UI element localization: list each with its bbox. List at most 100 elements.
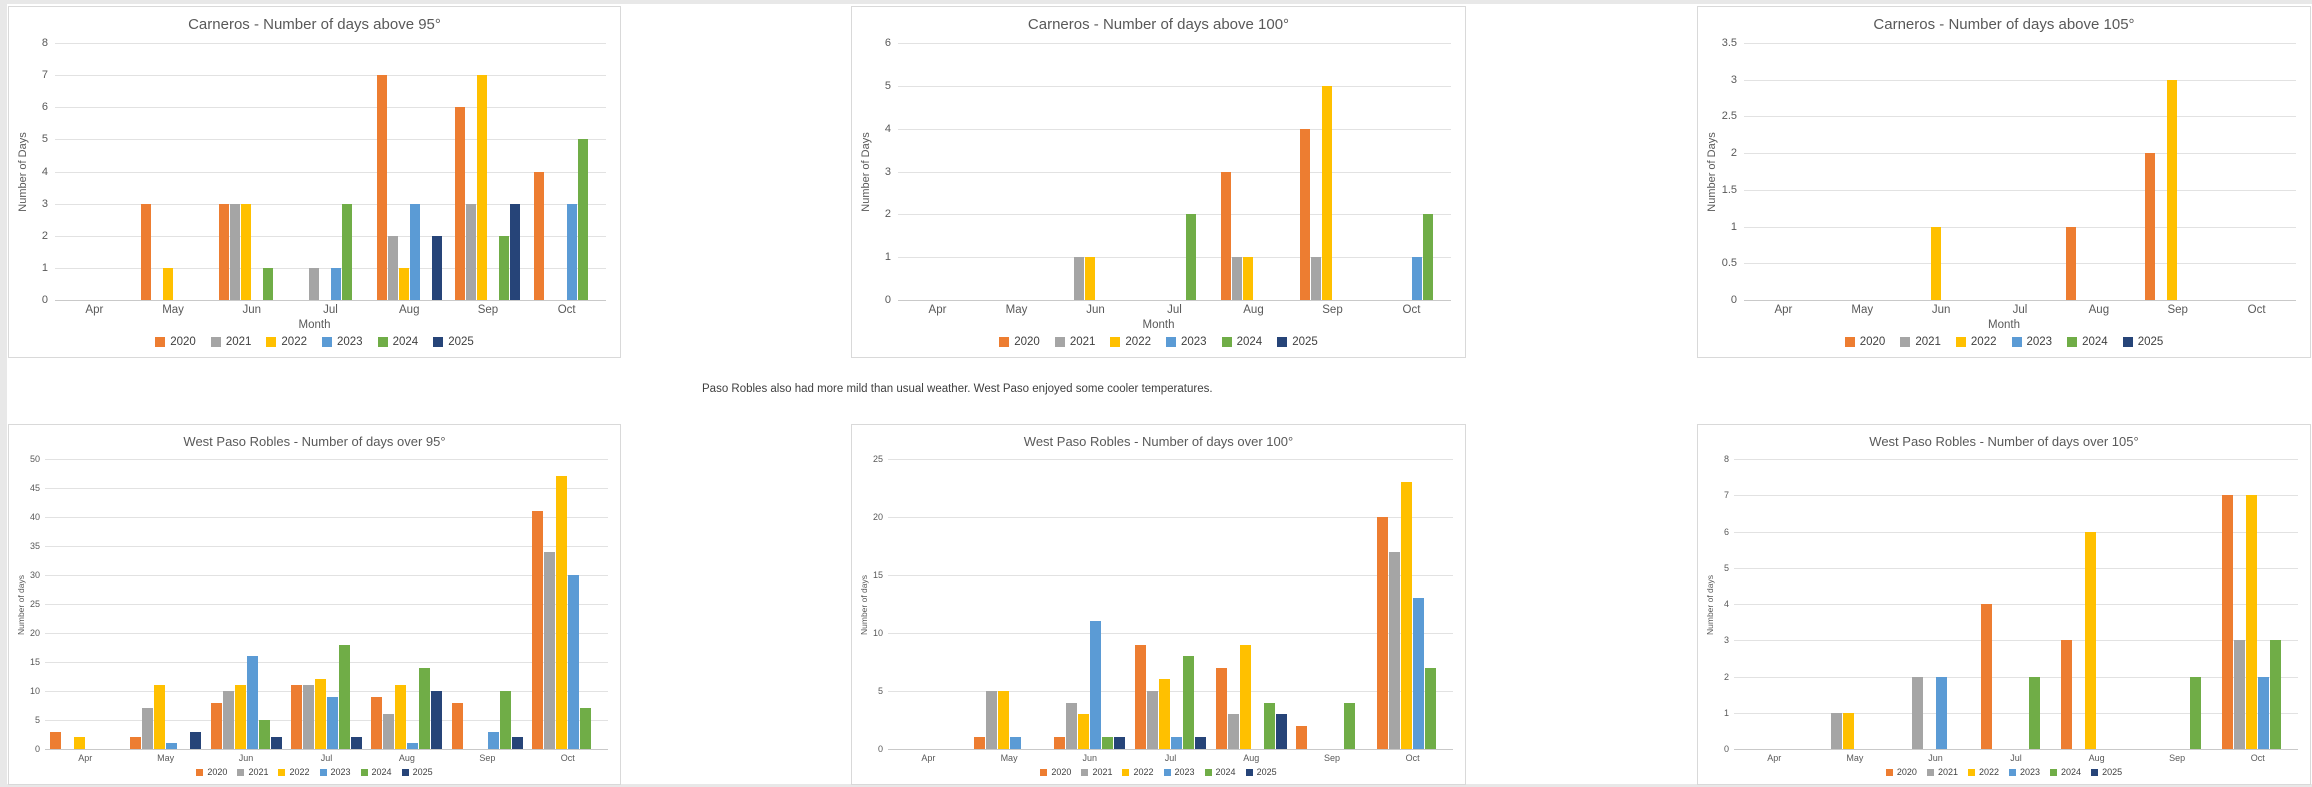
x-tick-label: Aug: [399, 304, 420, 316]
legend-item-2020: 2020: [1844, 336, 1885, 348]
legend-swatch-icon: [1040, 768, 1048, 776]
chart-carneros-above-100[interactable]: Carneros - Number of days above 100° Num…: [851, 6, 1466, 358]
bar-group-may: [134, 43, 213, 300]
bar-2024-jul: [342, 203, 353, 300]
gridline: [1744, 226, 2296, 228]
legend-label: 2020: [1014, 336, 1040, 348]
legend-label: 2021: [225, 336, 252, 348]
x-tick-label: Sep: [2169, 753, 2186, 763]
legend-label: 2025: [448, 336, 474, 348]
legend-swatch-icon: [2091, 768, 2099, 776]
chart-west-paso-over-100[interactable]: West Paso Robles - Number of days over 1…: [851, 424, 1466, 785]
x-tick-label: Oct: [2247, 304, 2266, 316]
bar-group-jun: [206, 459, 286, 749]
x-axis-labels: Apr May Jun Jul Aug Sep Oct: [45, 753, 608, 763]
bar-2022-sep: [477, 75, 488, 300]
y-tick-label: 2: [41, 229, 48, 242]
legend-label: 2022: [1970, 336, 1997, 348]
legend-swatch-icon: [1221, 337, 1232, 347]
legend-item-2024: 2024: [1221, 336, 1262, 348]
legend-label: 2023: [2020, 767, 2041, 777]
legend-label: 2020: [207, 767, 228, 777]
chart-body: Number of Days 0 0.5 1 1.5 2 2.5 3 3.5: [1706, 37, 2296, 306]
bar-2024-sep: [499, 691, 511, 749]
bar-2020-may: [973, 737, 985, 749]
gridline: [1734, 459, 2298, 460]
bar-2024-sep: [499, 235, 510, 300]
legend-item-2025: 2025: [2091, 767, 2122, 777]
bar-2024-jul: [1183, 656, 1195, 749]
bar-2020-sep: [1296, 725, 1308, 749]
chart-body: Number of days 0 5 10 15 20 25 30 35 40 45 50: [16, 454, 608, 754]
bar-2020-jun: [219, 203, 230, 300]
bar-2024-oct: [1425, 667, 1437, 749]
y-tick-label: 5: [884, 79, 891, 92]
legend-item-2021: 2021: [1081, 767, 1112, 777]
chart-carneros-above-95[interactable]: Carneros - Number of days above 95° Numb…: [8, 6, 621, 358]
bar-2023-jun: [1090, 621, 1102, 749]
chart-carneros-above-105[interactable]: Carneros - Number of days above 105° Num…: [1697, 6, 2311, 358]
bar-2024-jul: [2028, 676, 2040, 749]
bar-group-aug: [1214, 43, 1293, 300]
chart-west-paso-over-105[interactable]: West Paso Robles - Number of days over 1…: [1697, 424, 2311, 785]
x-tick-label: Aug: [1243, 753, 1260, 763]
x-tick-label: Jun: [1082, 753, 1098, 763]
bar-2020-oct: [532, 511, 544, 749]
gridline: [55, 75, 606, 77]
bar-group-apr: [55, 43, 134, 300]
legend: 2020 2021 2022 2023 2024 2025: [9, 336, 620, 348]
legend-swatch-icon: [1110, 337, 1121, 347]
x-tick-label: Sep: [1323, 753, 1340, 763]
legend-item-2021: 2021: [1926, 767, 1958, 777]
legend-swatch-icon: [1054, 337, 1065, 347]
legend-item-2020: 2020: [999, 336, 1040, 348]
bar-2021-may: [142, 708, 154, 749]
bar-2021-oct: [2234, 640, 2246, 749]
x-axis-title: Month: [1988, 319, 2020, 331]
x-axis-labels: Apr May Jun Jul Aug Sep Oct: [1744, 304, 2296, 316]
x-tick-label: May: [1005, 304, 1028, 316]
plot-area: 0 5 10 15 20 25 30 35 40 45 50: [30, 454, 608, 754]
legend-label: 2024: [371, 767, 392, 777]
bar-2022-may: [997, 691, 1009, 749]
legend-item-2022: 2022: [1110, 336, 1151, 348]
x-tick-label: Oct: [1405, 753, 1420, 763]
bar-2022-aug: [395, 685, 407, 749]
bar-2022-aug: [398, 267, 409, 300]
gridline: [55, 107, 606, 109]
bar-2021-sep: [1311, 257, 1321, 300]
note-text: Paso Robles also had more mild than usua…: [702, 383, 1213, 395]
gridline: [45, 720, 608, 721]
bar-2020-aug: [376, 75, 387, 300]
bar-group-oct: [1372, 459, 1453, 749]
gridline: [45, 488, 608, 489]
y-tick-label: 40: [29, 512, 40, 522]
y-tick-label: 4: [41, 165, 48, 178]
bar-group-oct: [2217, 43, 2296, 300]
chart-title: Carneros - Number of days above 100°: [1027, 16, 1290, 33]
y-tick-label: 1: [1730, 220, 1737, 233]
bar-2023-oct: [567, 203, 578, 300]
y-tick-label: 2: [884, 208, 891, 221]
legend-label: 2025: [1292, 336, 1318, 348]
x-tick-label: Aug: [398, 753, 415, 763]
y-tick-label: 5: [34, 715, 40, 725]
bar-group-sep: [449, 43, 528, 300]
bar-2022-oct: [556, 476, 568, 749]
chart-west-paso-over-95[interactable]: West Paso Robles - Number of days over 9…: [8, 424, 621, 785]
gridline: [888, 517, 1453, 518]
legend-swatch-icon: [266, 337, 277, 347]
legend-swatch-icon: [433, 337, 444, 347]
bar-2024-sep: [1344, 702, 1356, 749]
bar-2022-may: [1843, 712, 1855, 749]
legend-item-2024: 2024: [360, 767, 392, 777]
x-tick-label: Apr: [921, 753, 936, 763]
x-tick-label: Oct: [2250, 753, 2265, 763]
bar-2020-aug: [1215, 667, 1227, 749]
chart-title: West Paso Robles - Number of days over 9…: [183, 434, 446, 449]
plot-area: 0 0.5 1 1.5 2 2.5 3 3.5: [1722, 37, 2296, 306]
bar-2020-oct: [534, 171, 545, 300]
gridline: [45, 459, 608, 460]
bar-2024-jul: [1186, 214, 1196, 300]
gridline: [55, 171, 606, 173]
